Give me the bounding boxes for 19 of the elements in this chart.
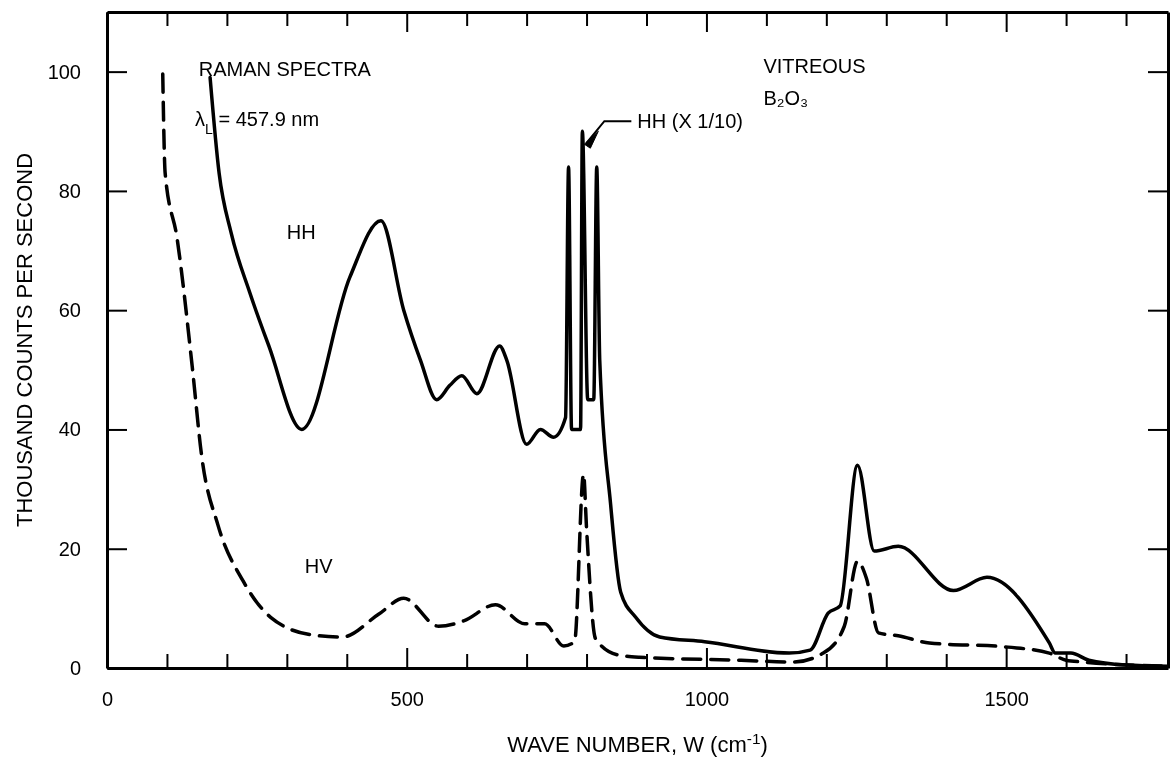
x-tick-label: 0 bbox=[101, 688, 114, 711]
annotation: RAMAN SPECTRA bbox=[198, 58, 372, 80]
text: HV bbox=[304, 554, 334, 577]
x-tick-label: 500 bbox=[390, 688, 424, 711]
y-tick-label: 80 bbox=[58, 179, 81, 202]
x-tick-label: 1500 bbox=[984, 688, 1029, 711]
x-axis-title: WAVE NUMBER, W (cm$^{-1}$) bbox=[507, 729, 768, 757]
annotation: λ$_{L}$ = 457.9 nm bbox=[195, 108, 320, 137]
annotation: VITREOUS bbox=[763, 55, 866, 77]
text: HH bbox=[286, 220, 316, 243]
y-tick-label: 100 bbox=[47, 60, 81, 83]
y-tick-label: 40 bbox=[58, 418, 81, 441]
y-tick-label: 0 bbox=[69, 656, 81, 679]
y-tick-label: 20 bbox=[58, 537, 81, 560]
y-tick-label: 60 bbox=[58, 299, 81, 322]
annotation: HH (X 1/10) bbox=[637, 110, 743, 133]
y-axis-title: THOUSAND COUNTS PER SECOND bbox=[12, 152, 37, 528]
annotation: B₂O₃ bbox=[763, 87, 809, 109]
x-tick-label: 1000 bbox=[684, 688, 730, 711]
